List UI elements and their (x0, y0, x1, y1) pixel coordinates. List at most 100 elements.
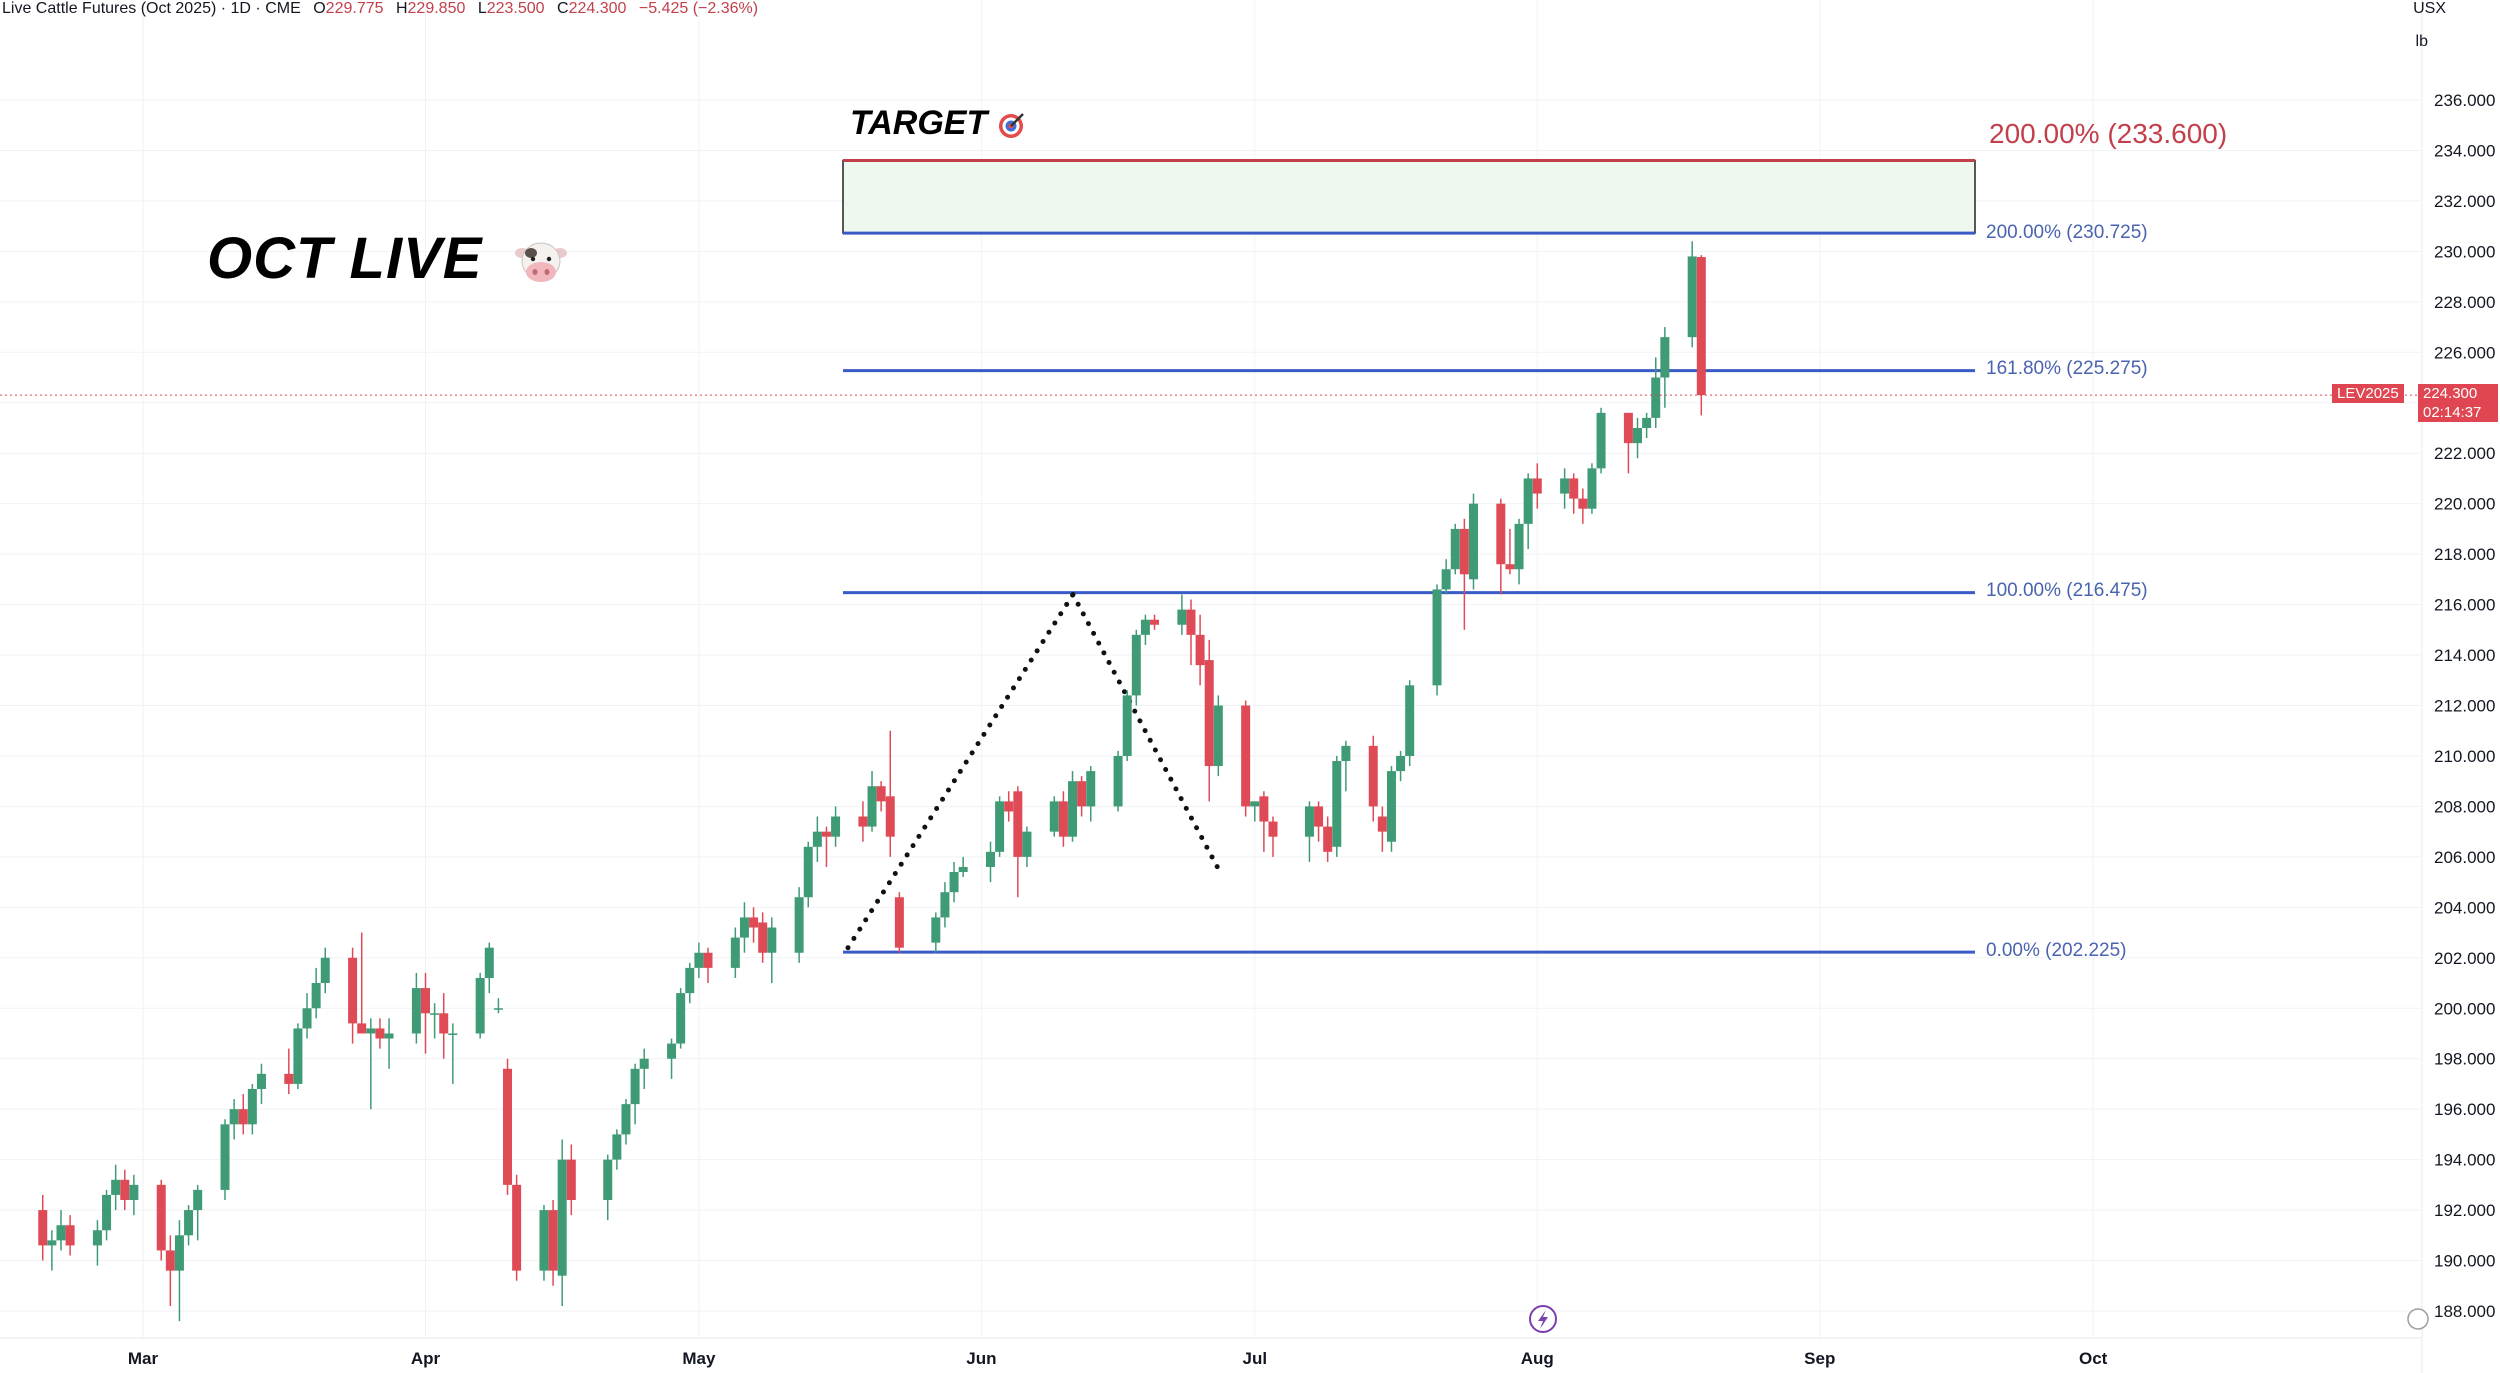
candle-body (1177, 609, 1187, 625)
candle-body (165, 1250, 175, 1271)
candle (566, 1144, 576, 1216)
candle-body (1386, 771, 1396, 842)
candle-body (311, 983, 321, 1009)
candle (1687, 241, 1697, 348)
time-axis: Mar Apr May Jun Jul Aug Sep Oct (0, 1337, 2422, 1368)
candle (1022, 826, 1032, 867)
candle (1569, 473, 1579, 514)
candle (1204, 639, 1214, 802)
price-tick-label: 206.000 (2434, 848, 2495, 867)
candle (311, 967, 321, 1019)
chart-icons (1529, 1305, 2429, 1333)
candle-body (1633, 427, 1643, 444)
candle-body (320, 957, 330, 984)
candle-body (448, 1033, 458, 1035)
candle (503, 1058, 513, 1195)
candle (1459, 518, 1469, 630)
candle-body (1341, 745, 1351, 762)
candle-body (1532, 478, 1542, 494)
target-level-label: 200.00% (233.600) (1989, 118, 2228, 149)
time-tick-label: Oct (2079, 1349, 2108, 1368)
candle-body (1441, 569, 1451, 590)
candle-body (1213, 705, 1223, 767)
candle (129, 1174, 139, 1216)
candle (767, 917, 777, 984)
candle-body (348, 957, 358, 1024)
candle-body (357, 1023, 367, 1034)
fib-label-200: 200.00% (230.725) (1986, 222, 2148, 243)
candle (320, 947, 330, 994)
candle-body (1496, 503, 1506, 565)
fib-label-161-8: 161.80% (225.275) (1986, 358, 2148, 379)
candle-body (156, 1184, 166, 1251)
candle-body (1140, 619, 1150, 635)
candle (247, 1083, 257, 1135)
candle (1150, 614, 1160, 630)
target-zone-box (842, 159, 1976, 234)
candle-body (56, 1225, 66, 1241)
candle-body (876, 786, 886, 802)
candle (1086, 766, 1096, 822)
candle (1633, 417, 1643, 459)
oct-live-title: OCT LIVE (207, 225, 568, 292)
time-tick-label: Jun (966, 1349, 996, 1368)
candle-body (174, 1235, 184, 1271)
candle-body (539, 1210, 549, 1271)
candle (867, 771, 877, 832)
candle (940, 882, 950, 928)
candle-body (1323, 826, 1333, 852)
price-tick-label: 202.000 (2434, 949, 2495, 968)
candle-body (767, 927, 777, 953)
candle (302, 993, 312, 1039)
candle (1532, 463, 1542, 509)
price-tick-label: 216.000 (2434, 596, 2495, 615)
candle-body (1304, 806, 1314, 837)
candle-body (1268, 821, 1278, 837)
fib-levels (843, 231, 1975, 954)
time-tick-label: Mar (128, 1349, 159, 1368)
candle-body (284, 1073, 294, 1084)
candle (184, 1205, 194, 1246)
price-axis: 188.000 190.000 192.000 194.000 196.000 198.0… (2421, 0, 2495, 1373)
candle-body (1687, 256, 1697, 338)
candle (986, 841, 995, 883)
candle (1304, 801, 1314, 862)
unit-label[interactable]: lb (2415, 33, 2428, 50)
candle-body (47, 1240, 57, 1246)
high-value: 229.850 (407, 0, 466, 17)
candle-body (366, 1028, 376, 1034)
candle-body (1077, 781, 1087, 807)
candle-body (758, 922, 768, 953)
time-tick-label: May (682, 1349, 716, 1368)
price-tick-label: 192.000 (2434, 1201, 2495, 1220)
candle (475, 972, 485, 1039)
candle (348, 947, 358, 1044)
candle-body (566, 1159, 576, 1200)
candle (1496, 498, 1506, 595)
price-tick-label: 204.000 (2434, 898, 2495, 917)
dotted-trend-up (845, 591, 1076, 951)
candle (995, 796, 1005, 857)
candle-body (995, 801, 1005, 852)
price-tick-label: 226.000 (2434, 343, 2495, 362)
candle-body (1569, 478, 1579, 499)
price-tick-label: 208.000 (2434, 797, 2495, 816)
candle (284, 1048, 294, 1095)
candle-body (439, 1013, 449, 1034)
open-label: O (313, 0, 326, 17)
candle-body (1377, 816, 1387, 832)
candle (92, 1220, 102, 1266)
time-tick-label: Apr (411, 1349, 441, 1368)
low-label: L (477, 0, 487, 17)
fib-label-0: 0.00% (202.225) (1986, 940, 2127, 961)
candle (1441, 559, 1451, 595)
candle-body (676, 993, 686, 1044)
price-tick-label: 210.000 (2434, 747, 2495, 766)
currency-label[interactable]: USX (2413, 0, 2446, 17)
candle-body (749, 917, 759, 928)
candles (38, 241, 1706, 1322)
candle (1323, 816, 1333, 862)
candle-body (1332, 761, 1342, 847)
candle-body (1186, 609, 1196, 635)
